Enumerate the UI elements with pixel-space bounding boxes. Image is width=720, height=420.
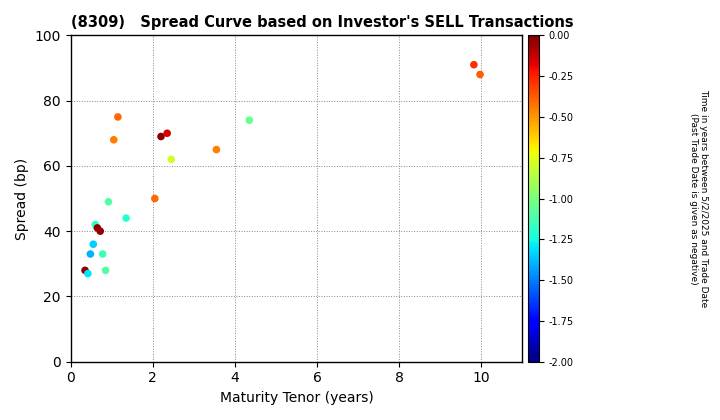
Y-axis label: Time in years between 5/2/2025 and Trade Date
(Past Trade Date is given as negat: Time in years between 5/2/2025 and Trade… [689,89,708,308]
Point [89,221,101,228]
Point [97,251,109,257]
Point [82,270,94,277]
Point [79,267,91,274]
Point [120,215,132,221]
Point [108,136,120,143]
Point [243,117,255,123]
Point [166,156,177,163]
Point [156,133,167,140]
Point [161,130,173,136]
Point [468,61,480,68]
Y-axis label: Spread (bp): Spread (bp) [15,158,29,239]
X-axis label: Maturity Tenor (years): Maturity Tenor (years) [220,391,374,405]
Point [211,146,222,153]
Point [94,228,106,234]
Point [112,113,124,120]
Point [149,195,161,202]
Text: (8309)   Spread Curve based on Investor's SELL Transactions: (8309) Spread Curve based on Investor's … [71,15,573,30]
Point [85,251,96,257]
Point [474,71,486,78]
Point [87,241,99,247]
Point [100,267,112,274]
Point [91,225,103,231]
Point [103,198,114,205]
